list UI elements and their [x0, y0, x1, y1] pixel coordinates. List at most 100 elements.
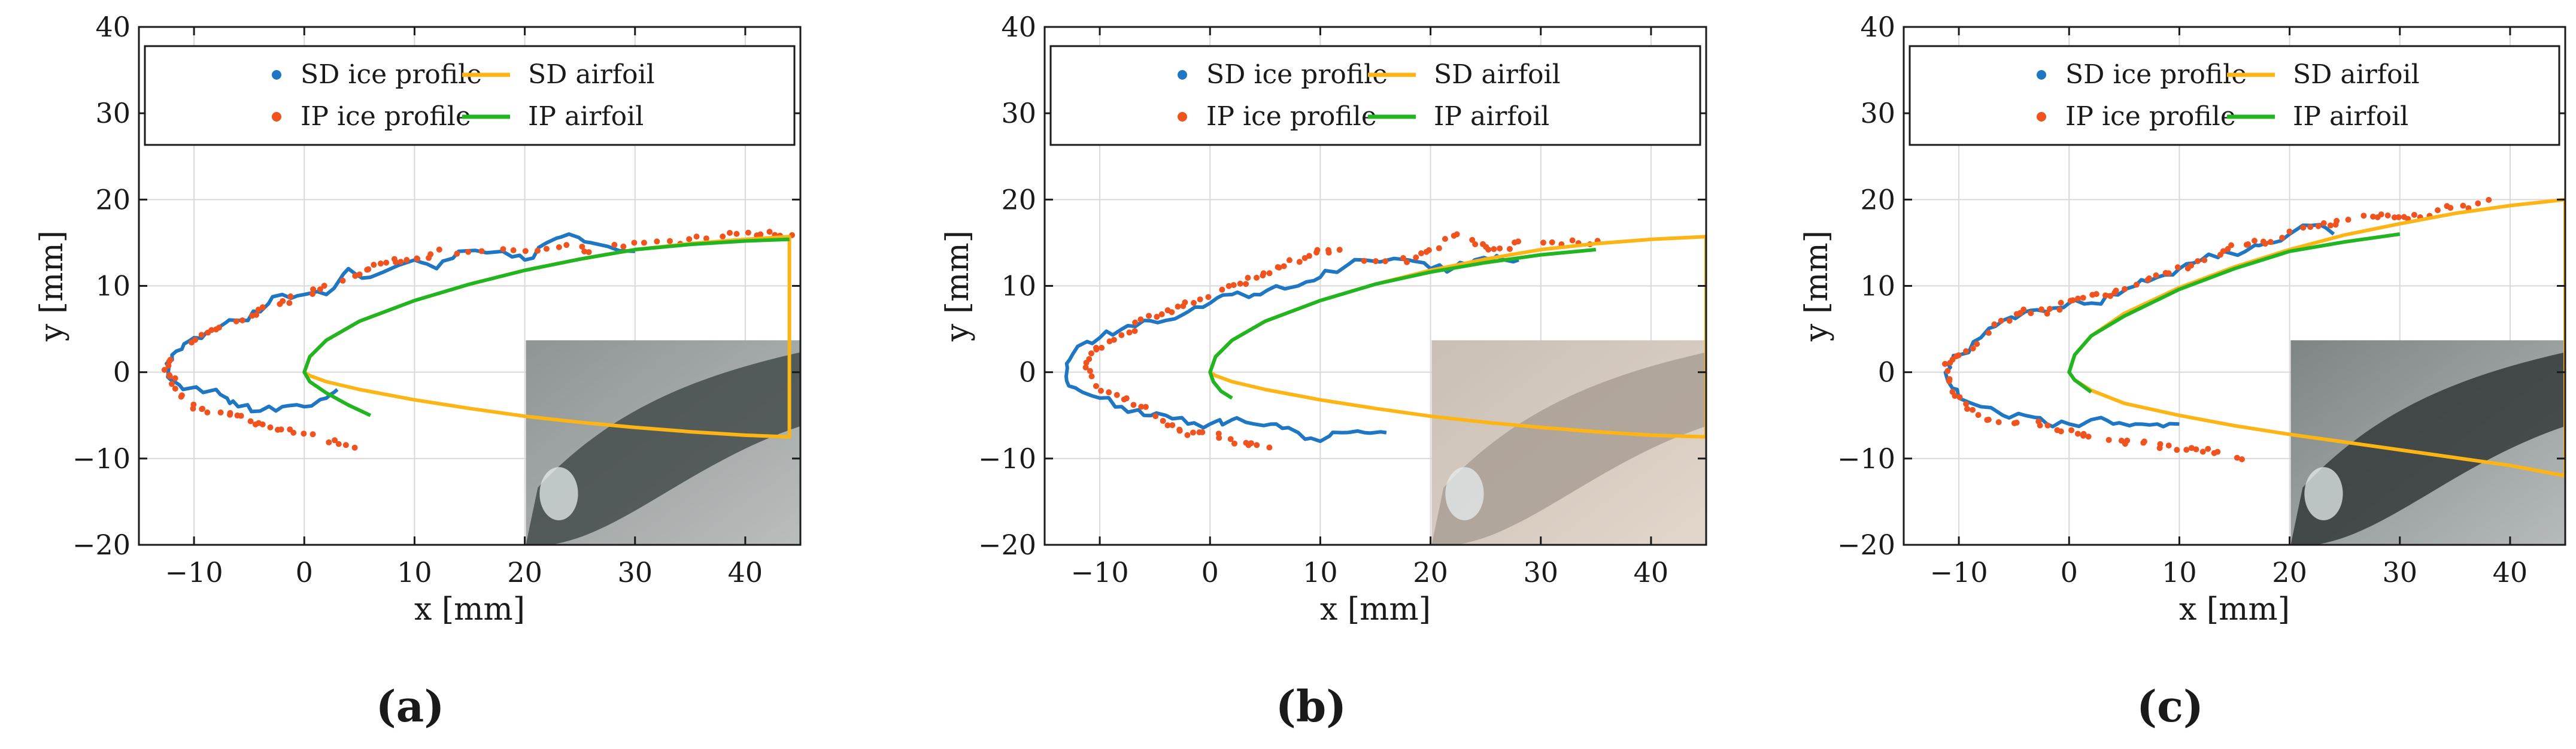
ip-ice-point: [2327, 222, 2334, 229]
ip-ice-point: [1231, 440, 1238, 447]
ip-ice-point: [1975, 412, 1982, 419]
ip-ice-point: [1191, 299, 1197, 306]
legend-item: IP ice profile: [1178, 101, 1377, 132]
legend-marker: [1178, 112, 1187, 122]
ip-ice-point: [1137, 316, 1144, 323]
ip-ice-point: [2153, 272, 2159, 278]
ip-ice-point: [2279, 235, 2286, 241]
ip-ice-point: [1169, 422, 1176, 429]
legend-item: IP airfoil: [462, 101, 644, 132]
ip-ice-point: [2141, 438, 2147, 445]
ip-ice-point: [1325, 249, 1332, 256]
ip-ice-point: [321, 283, 327, 289]
ip-ice-point: [1138, 404, 1145, 410]
ip-ice-point: [1995, 419, 2002, 426]
ip-ice-point: [1219, 286, 1225, 293]
ip-ice-point: [2300, 225, 2307, 231]
ip-ice-point: [2107, 293, 2114, 299]
ip-ice-point: [1197, 296, 1203, 303]
ip-ice-point: [2028, 310, 2034, 317]
ip-ice-point: [1230, 282, 1237, 289]
ip-ice-point: [563, 242, 570, 248]
ip-ice-point: [585, 249, 592, 256]
ip-ice-point: [1254, 274, 1260, 281]
ip-ice-point: [2360, 213, 2367, 219]
ip-ice-point: [1260, 272, 1266, 279]
ip-ice-point: [1512, 239, 1518, 245]
ip-ice-point: [2345, 216, 2352, 223]
legend-label: IP airfoil: [2293, 101, 2408, 132]
ip-ice-point: [2044, 310, 2050, 317]
y-tick-label: 10: [95, 270, 131, 302]
ip-ice-point: [1336, 247, 1343, 253]
ip-ice-point: [1549, 239, 1555, 245]
y-tick-label: 30: [1860, 97, 1895, 129]
ip-ice-point: [2214, 448, 2221, 455]
ip-ice-point: [510, 247, 517, 254]
ip-ice-point: [377, 260, 384, 267]
ip-ice-point: [2411, 211, 2417, 218]
ip-ice-point: [339, 277, 346, 284]
ip-ice-point: [1480, 241, 1486, 247]
ip-ice-point: [1442, 236, 1448, 242]
ip-ice-point: [1164, 422, 1171, 429]
ip-ice-point: [290, 429, 297, 436]
legend-label: IP ice profile: [301, 101, 471, 132]
ip-airfoil-line: [1208, 247, 1597, 400]
inset-photo-ice: [1431, 352, 1706, 545]
ip-ice-point: [1491, 246, 1497, 253]
inset-photo: [526, 340, 800, 545]
ip-ice-point: [2162, 269, 2169, 276]
plot-content: [1064, 231, 1706, 545]
ip-ice-point: [2460, 202, 2466, 209]
ip-ice-point: [2475, 200, 2481, 207]
y-tick-label: 10: [1001, 270, 1036, 302]
ip-ice-point: [2056, 307, 2063, 313]
x-tick-label: 0: [1201, 556, 1219, 589]
ip-ice-point: [1970, 345, 1976, 351]
ip-ice-point: [2068, 427, 2075, 433]
ip-ice-point: [335, 441, 342, 447]
ip-ice-point: [1497, 245, 1503, 251]
ip-ice-point: [1275, 264, 1281, 271]
ip-ice-point: [2199, 448, 2206, 455]
ip-ice-point: [2183, 447, 2190, 453]
ip-ice-point: [726, 229, 733, 236]
panel-label: (b): [1276, 681, 1346, 732]
ip-ice-point: [2058, 299, 2064, 306]
legend-label: IP ice profile: [2065, 101, 2236, 132]
ip-ice-point: [2074, 295, 2081, 302]
ip-ice-point: [1205, 294, 1212, 301]
ip-ice-point: [1180, 303, 1187, 310]
ip-ice-point: [403, 257, 410, 263]
ip-ice-point: [666, 238, 673, 244]
ip-ice-point: [2401, 214, 2407, 220]
ip-ice-point: [1245, 274, 1251, 281]
ip-ice-point: [2074, 430, 2081, 437]
ip-ice-point: [278, 426, 284, 433]
ip-ice-point: [233, 318, 239, 325]
ip-ice-point: [1266, 270, 1273, 277]
ip-ice-point: [2370, 213, 2377, 220]
x-tick-label: 20: [1413, 556, 1448, 589]
ip-ice-point: [2013, 311, 2020, 317]
ip-ice-point: [1123, 395, 1130, 402]
legend-box: [1049, 45, 1701, 146]
ip-ice-point: [1093, 383, 1099, 389]
plot-content: [161, 229, 800, 545]
ip-ice-point: [2080, 295, 2086, 301]
x-tick-label: 0: [2061, 556, 2078, 589]
ip-ice-point: [1991, 321, 1998, 328]
x-tick-label: 40: [2493, 556, 2528, 589]
ip-ice-point: [1540, 239, 1546, 246]
ip-ice-point: [247, 418, 254, 424]
y-tick-label: −10: [978, 442, 1036, 475]
ip-ice-point: [2102, 292, 2108, 299]
x-axis-label: x [mm]: [414, 592, 525, 627]
ip-ice-point: [259, 421, 266, 427]
y-tick-label: −20: [978, 529, 1036, 561]
ip-ice-point: [1243, 281, 1249, 287]
ip-ice-point: [2238, 456, 2245, 463]
y-tick-label: 30: [1001, 97, 1036, 129]
ip-ice-point: [342, 442, 349, 448]
